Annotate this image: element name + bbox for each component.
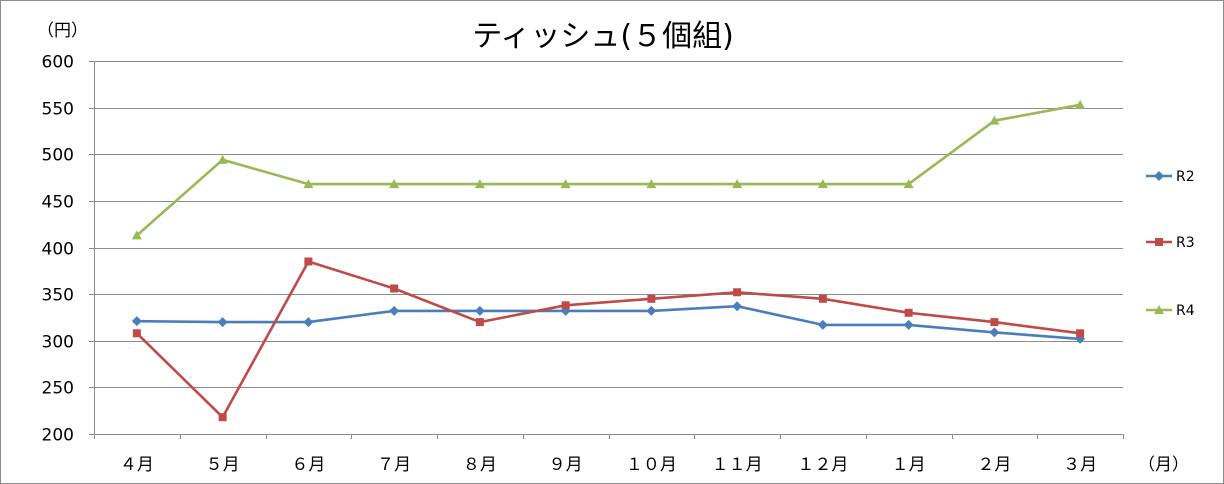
data-point-r4 [217,154,228,164]
x-tick-label: ８月 [463,455,497,475]
data-point-r3 [1076,329,1085,338]
x-tick-label: ４月 [120,455,154,475]
y-tick-label: 400 [42,240,74,260]
x-tick-label: ７月 [377,455,411,475]
x-tick-label: １０月 [626,455,677,475]
data-point-r2 [389,305,400,316]
legend-label: R2 [1176,169,1195,185]
series-r2 [131,301,1086,344]
data-point-r4 [389,179,400,189]
data-point-r3 [218,413,227,422]
axes [89,61,1124,439]
data-point-r3 [647,294,656,303]
data-point-r4 [989,115,1000,125]
legend-marker [1154,305,1164,314]
data-point-r2 [131,316,142,327]
x-tick-label: ５月 [206,455,240,475]
data-point-r2 [474,305,485,316]
y-tick-label: 200 [42,426,74,446]
data-point-r3 [132,329,141,338]
y-tick-labels: 200 250 300 350 400 450 500 550 600 [42,53,74,446]
x-tick-label: ６月 [291,455,325,475]
y-tick-label: 500 [42,146,74,166]
data-point-r4 [903,179,914,189]
data-point-r2 [646,305,657,316]
x-tick-label: ２月 [977,455,1011,475]
y-tick-label: 250 [42,379,74,399]
data-point-r2 [989,327,1000,338]
series-r3 [132,257,1085,422]
series-lines [131,99,1086,422]
legend-item-r2: R2 [1146,169,1195,185]
data-point-r2 [217,317,228,328]
legend-label: R3 [1176,235,1195,251]
series-line-r4 [136,103,1081,237]
legend-marker [1154,171,1164,181]
y-axis-unit-label: （円） [37,21,88,41]
data-point-r2 [817,319,828,330]
x-axis-unit-label: （月） [1138,455,1189,475]
data-point-r4 [560,179,571,189]
x-tick-label: １１月 [712,455,763,475]
data-point-r3 [390,284,399,293]
chart-title: ティッシュ(５個組) [472,19,734,54]
series-r4 [131,99,1086,240]
data-point-r4 [303,179,314,189]
gridlines [94,61,1123,388]
data-point-r3 [561,301,570,310]
series-line-r3 [135,260,1081,419]
x-tick-label: ３月 [1063,455,1097,475]
data-point-r4 [646,179,657,189]
data-point-r3 [990,318,999,327]
data-point-r4 [817,179,828,189]
data-point-r4 [1075,99,1086,109]
data-point-r3 [475,318,484,327]
data-point-r3 [733,288,742,297]
data-point-r4 [732,179,743,189]
legend-marker [1155,238,1163,246]
legend: R2 R3 R4 [1146,169,1195,319]
x-tick-label: ９月 [549,455,583,475]
y-tick-label: 600 [42,53,74,73]
data-point-r2 [303,317,314,328]
data-point-r3 [818,294,827,303]
series-line-r2 [136,304,1081,341]
y-tick-label: 450 [42,193,74,213]
data-point-r2 [732,301,743,312]
x-tick-labels: ４月 ５月 ６月 ７月 ８月 ９月 １０月 １１月 １２月 １月 ２月 ３月 [120,455,1097,475]
data-point-r3 [904,308,913,317]
x-tick-label: １月 [892,455,926,475]
x-tick-label: １２月 [797,455,848,475]
data-point-r2 [903,319,914,330]
legend-item-r3: R3 [1146,235,1195,251]
y-tick-label: 300 [42,333,74,353]
data-point-r4 [474,179,485,189]
legend-label: R4 [1176,303,1195,319]
y-tick-label: 350 [42,286,74,306]
data-point-r4 [131,230,142,240]
y-tick-label: 550 [42,100,74,120]
data-point-r3 [304,257,313,266]
legend-item-r4: R4 [1146,303,1195,319]
